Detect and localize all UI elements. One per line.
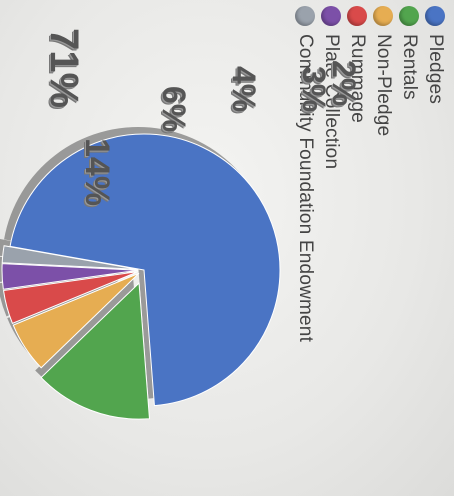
data-label-non-pledge: 6% [156, 86, 192, 133]
slice-community-foundation-endowment [1, 245, 139, 270]
data-label-pledges: 71% [42, 28, 86, 109]
data-label-rentals: 14% [78, 138, 116, 207]
data-label-community-foundation-endowment: 2% [326, 60, 362, 107]
pie-slices [1, 133, 281, 420]
slice-non-pledge [12, 272, 140, 369]
slice-rummage [2, 271, 139, 325]
slice-pledges [9, 133, 281, 407]
slice-plate-collection [1, 263, 139, 290]
data-label-rummage: 4% [226, 66, 262, 113]
slice-rentals [40, 281, 150, 420]
